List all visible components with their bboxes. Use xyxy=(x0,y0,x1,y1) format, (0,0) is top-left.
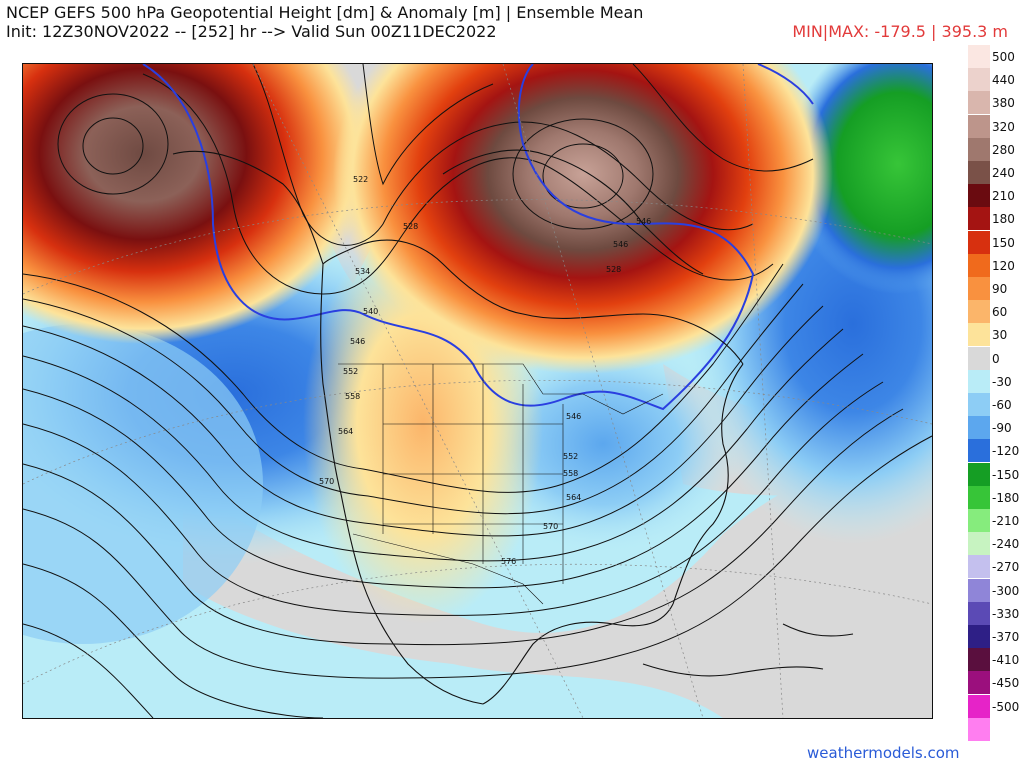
contour-labels: 522 528 534 540 546 552 558 564 570 576 … xyxy=(319,175,651,566)
colorbar-segment xyxy=(968,671,990,695)
colorbar-segment xyxy=(968,578,990,602)
contour-label: 522 xyxy=(353,175,368,184)
colorbar-segment xyxy=(968,114,990,138)
colorbar-segment xyxy=(968,68,990,92)
contour-label: 564 xyxy=(338,427,353,436)
colorbar-label: -30 xyxy=(992,374,1012,389)
contour-label: 564 xyxy=(566,493,581,502)
colorbar-segment xyxy=(968,161,990,184)
colorbar-segment xyxy=(968,601,990,625)
colorbar-segment xyxy=(968,393,990,416)
contour-label: 546 xyxy=(613,240,628,249)
contour-label: 576 xyxy=(501,557,516,566)
colorbar-label: 440 xyxy=(992,73,1015,88)
colorbar-label: -330 xyxy=(992,606,1020,621)
pacific-cool-anomaly xyxy=(23,324,263,644)
colorbar-label: 60 xyxy=(992,305,1008,320)
colorbar-label: 380 xyxy=(992,96,1015,111)
source-credit: weathermodels.com xyxy=(807,744,960,762)
contour-label: 552 xyxy=(343,367,358,376)
colorbar-segment xyxy=(968,207,990,231)
contour-label: 558 xyxy=(345,392,360,401)
colorbar-label: -500 xyxy=(992,699,1020,714)
coastlines xyxy=(172,149,854,705)
contour-label: 558 xyxy=(563,469,578,478)
contour-label: 570 xyxy=(543,522,558,531)
colorbar-segment xyxy=(968,532,990,556)
colorbar-label: -240 xyxy=(992,537,1020,552)
highlighted-546-contour xyxy=(142,64,755,411)
colorbar-label: -90 xyxy=(992,421,1012,436)
contour-label: 540 xyxy=(363,307,378,316)
graticule xyxy=(23,64,932,718)
alaska-ridge-anomaly xyxy=(23,64,373,344)
contour-label: 552 xyxy=(563,452,578,461)
canada-ridge-anomaly xyxy=(333,64,833,374)
colorbar-label: 320 xyxy=(992,119,1015,134)
colorbar-label: 150 xyxy=(992,235,1015,250)
contour-label: 570 xyxy=(319,477,334,486)
colorbar-label: 30 xyxy=(992,328,1008,343)
contour-label: 534 xyxy=(355,267,370,276)
colorbar-segment xyxy=(968,184,990,208)
colorbar-segment xyxy=(968,485,990,509)
height-contours xyxy=(23,64,932,718)
colorbar-segment xyxy=(968,369,990,393)
colorbar-segment xyxy=(968,648,990,672)
min-max-readout: MIN|MAX: -179.5 | 395.3 m xyxy=(792,22,1008,41)
contour-label: 528 xyxy=(403,222,418,231)
contour-label: 528 xyxy=(606,265,621,274)
map-canvas: 522 528 534 540 546 552 558 564 570 576 … xyxy=(23,64,932,718)
colorbar-segment xyxy=(968,300,990,324)
colorbar-label: -270 xyxy=(992,560,1020,575)
colorbar-label: 0 xyxy=(992,351,1000,366)
contour-label: 546 xyxy=(566,412,581,421)
contour-label: 546 xyxy=(350,337,365,346)
colorbar-segment xyxy=(968,91,990,115)
colorbar-label: -150 xyxy=(992,467,1020,482)
colorbar-segment xyxy=(968,416,990,440)
colorbar-segment xyxy=(968,277,990,300)
colorbar-segment xyxy=(968,346,990,370)
colorbar-segment xyxy=(968,137,990,161)
colorbar-segment xyxy=(968,323,990,347)
colorbar-label: 500 xyxy=(992,50,1015,64)
neutral-anomaly-south xyxy=(183,444,932,718)
colorbar-label: 210 xyxy=(992,189,1015,204)
colorbar-label: 240 xyxy=(992,166,1015,180)
colorbar-label: -120 xyxy=(992,444,1020,459)
colorbar-label: -450 xyxy=(992,676,1020,691)
colorbar-segment xyxy=(968,253,990,277)
colorbar-segment xyxy=(968,509,990,532)
colorbar-label: -300 xyxy=(992,583,1020,598)
colorbar-segment xyxy=(968,694,990,718)
colorbar-segment xyxy=(968,230,990,254)
colorbar-segment xyxy=(968,439,990,463)
colorbar-label: -410 xyxy=(992,653,1020,668)
colorbar-segment xyxy=(968,555,990,579)
political-borders xyxy=(338,363,664,605)
height-anomaly-map: 522 528 534 540 546 552 558 564 570 576 … xyxy=(22,63,933,719)
colorbar-label: -210 xyxy=(992,514,1020,528)
contour-label: 546 xyxy=(636,217,651,226)
colorbar-segment xyxy=(968,717,990,741)
colorbar-label: -370 xyxy=(992,630,1020,644)
colorbar-segment xyxy=(968,462,990,486)
valid-time-line: Init: 12Z30NOV2022 -- [252] hr --> Valid… xyxy=(6,22,497,41)
map-title: NCEP GEFS 500 hPa Geopotential Height [d… xyxy=(6,3,644,22)
colorbar-label: 280 xyxy=(992,142,1015,157)
colorbar-label: -60 xyxy=(992,398,1012,412)
colorbar-segment xyxy=(968,625,990,648)
colorbar-label: 120 xyxy=(992,258,1015,273)
colorbar-label: -180 xyxy=(992,490,1020,505)
colorbar-label: 90 xyxy=(992,282,1008,296)
highlighted-546-contour-ne xyxy=(757,64,814,105)
colorbar-label: 180 xyxy=(992,212,1015,227)
colorbar-segment xyxy=(968,45,990,68)
